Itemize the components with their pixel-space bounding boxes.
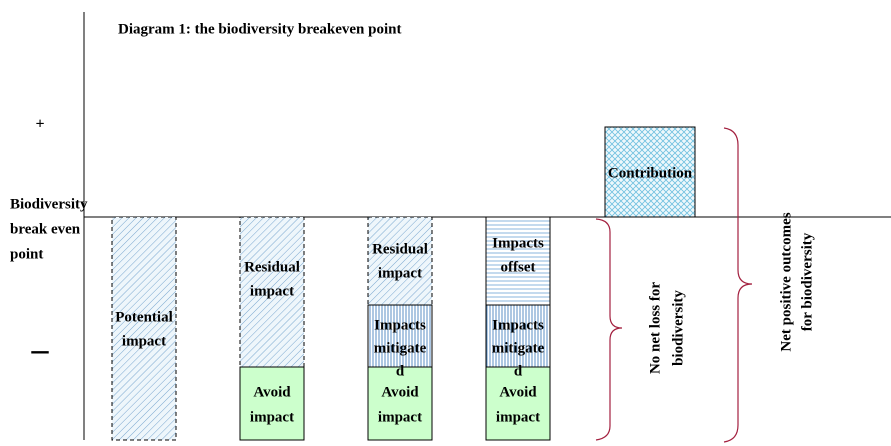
block-label: impact — [122, 333, 166, 349]
block-label: impact — [378, 265, 422, 281]
residual-impact — [239, 216, 305, 368]
minus-sign: – — [31, 331, 50, 368]
brace-label: Net positive outcomes — [778, 212, 794, 351]
axis-label: Biodiversity — [10, 196, 88, 212]
block-label: impact — [250, 409, 294, 425]
block-label: Impacts — [492, 317, 544, 333]
block-label: Avoid — [381, 384, 419, 400]
title: Diagram 1: the biodiversity breakeven po… — [118, 21, 401, 37]
brace-label: biodiversity — [670, 290, 686, 366]
brace-label: No net loss for — [647, 282, 663, 374]
contribution — [604, 126, 696, 218]
block-label: Avoid — [499, 384, 537, 400]
block-label: impact — [378, 409, 422, 425]
block-label: offset — [501, 259, 536, 275]
potential-impact — [111, 216, 177, 441]
brace — [723, 127, 753, 443]
impacts-mitigated — [367, 304, 433, 368]
block-label: Impacts — [492, 235, 544, 251]
block-label: Avoid — [253, 384, 291, 400]
avoid-impact — [367, 366, 433, 441]
block-label: d — [514, 363, 523, 379]
block-label: mitigate — [492, 340, 545, 356]
block-label: Residual — [372, 241, 428, 257]
block-label: impact — [250, 283, 294, 299]
block-label: d — [396, 363, 405, 379]
axis-label: point — [10, 246, 43, 262]
block-label: impact — [496, 409, 540, 425]
plus-sign: + — [35, 116, 44, 133]
block-label: Impacts — [374, 317, 426, 333]
block-label: Contribution — [608, 165, 693, 181]
impacts-offset — [485, 216, 551, 306]
axis-label: break even — [10, 221, 81, 237]
impacts-mitigated — [485, 304, 551, 368]
block-label: Residual — [244, 259, 300, 275]
residual-impact — [367, 216, 433, 306]
block-label: Potential — [115, 309, 173, 325]
brace-label: for biodiversity — [799, 232, 815, 331]
avoid-impact — [485, 366, 551, 441]
brace — [595, 218, 623, 441]
block-label: mitigate — [374, 340, 427, 356]
avoid-impact — [239, 366, 305, 441]
